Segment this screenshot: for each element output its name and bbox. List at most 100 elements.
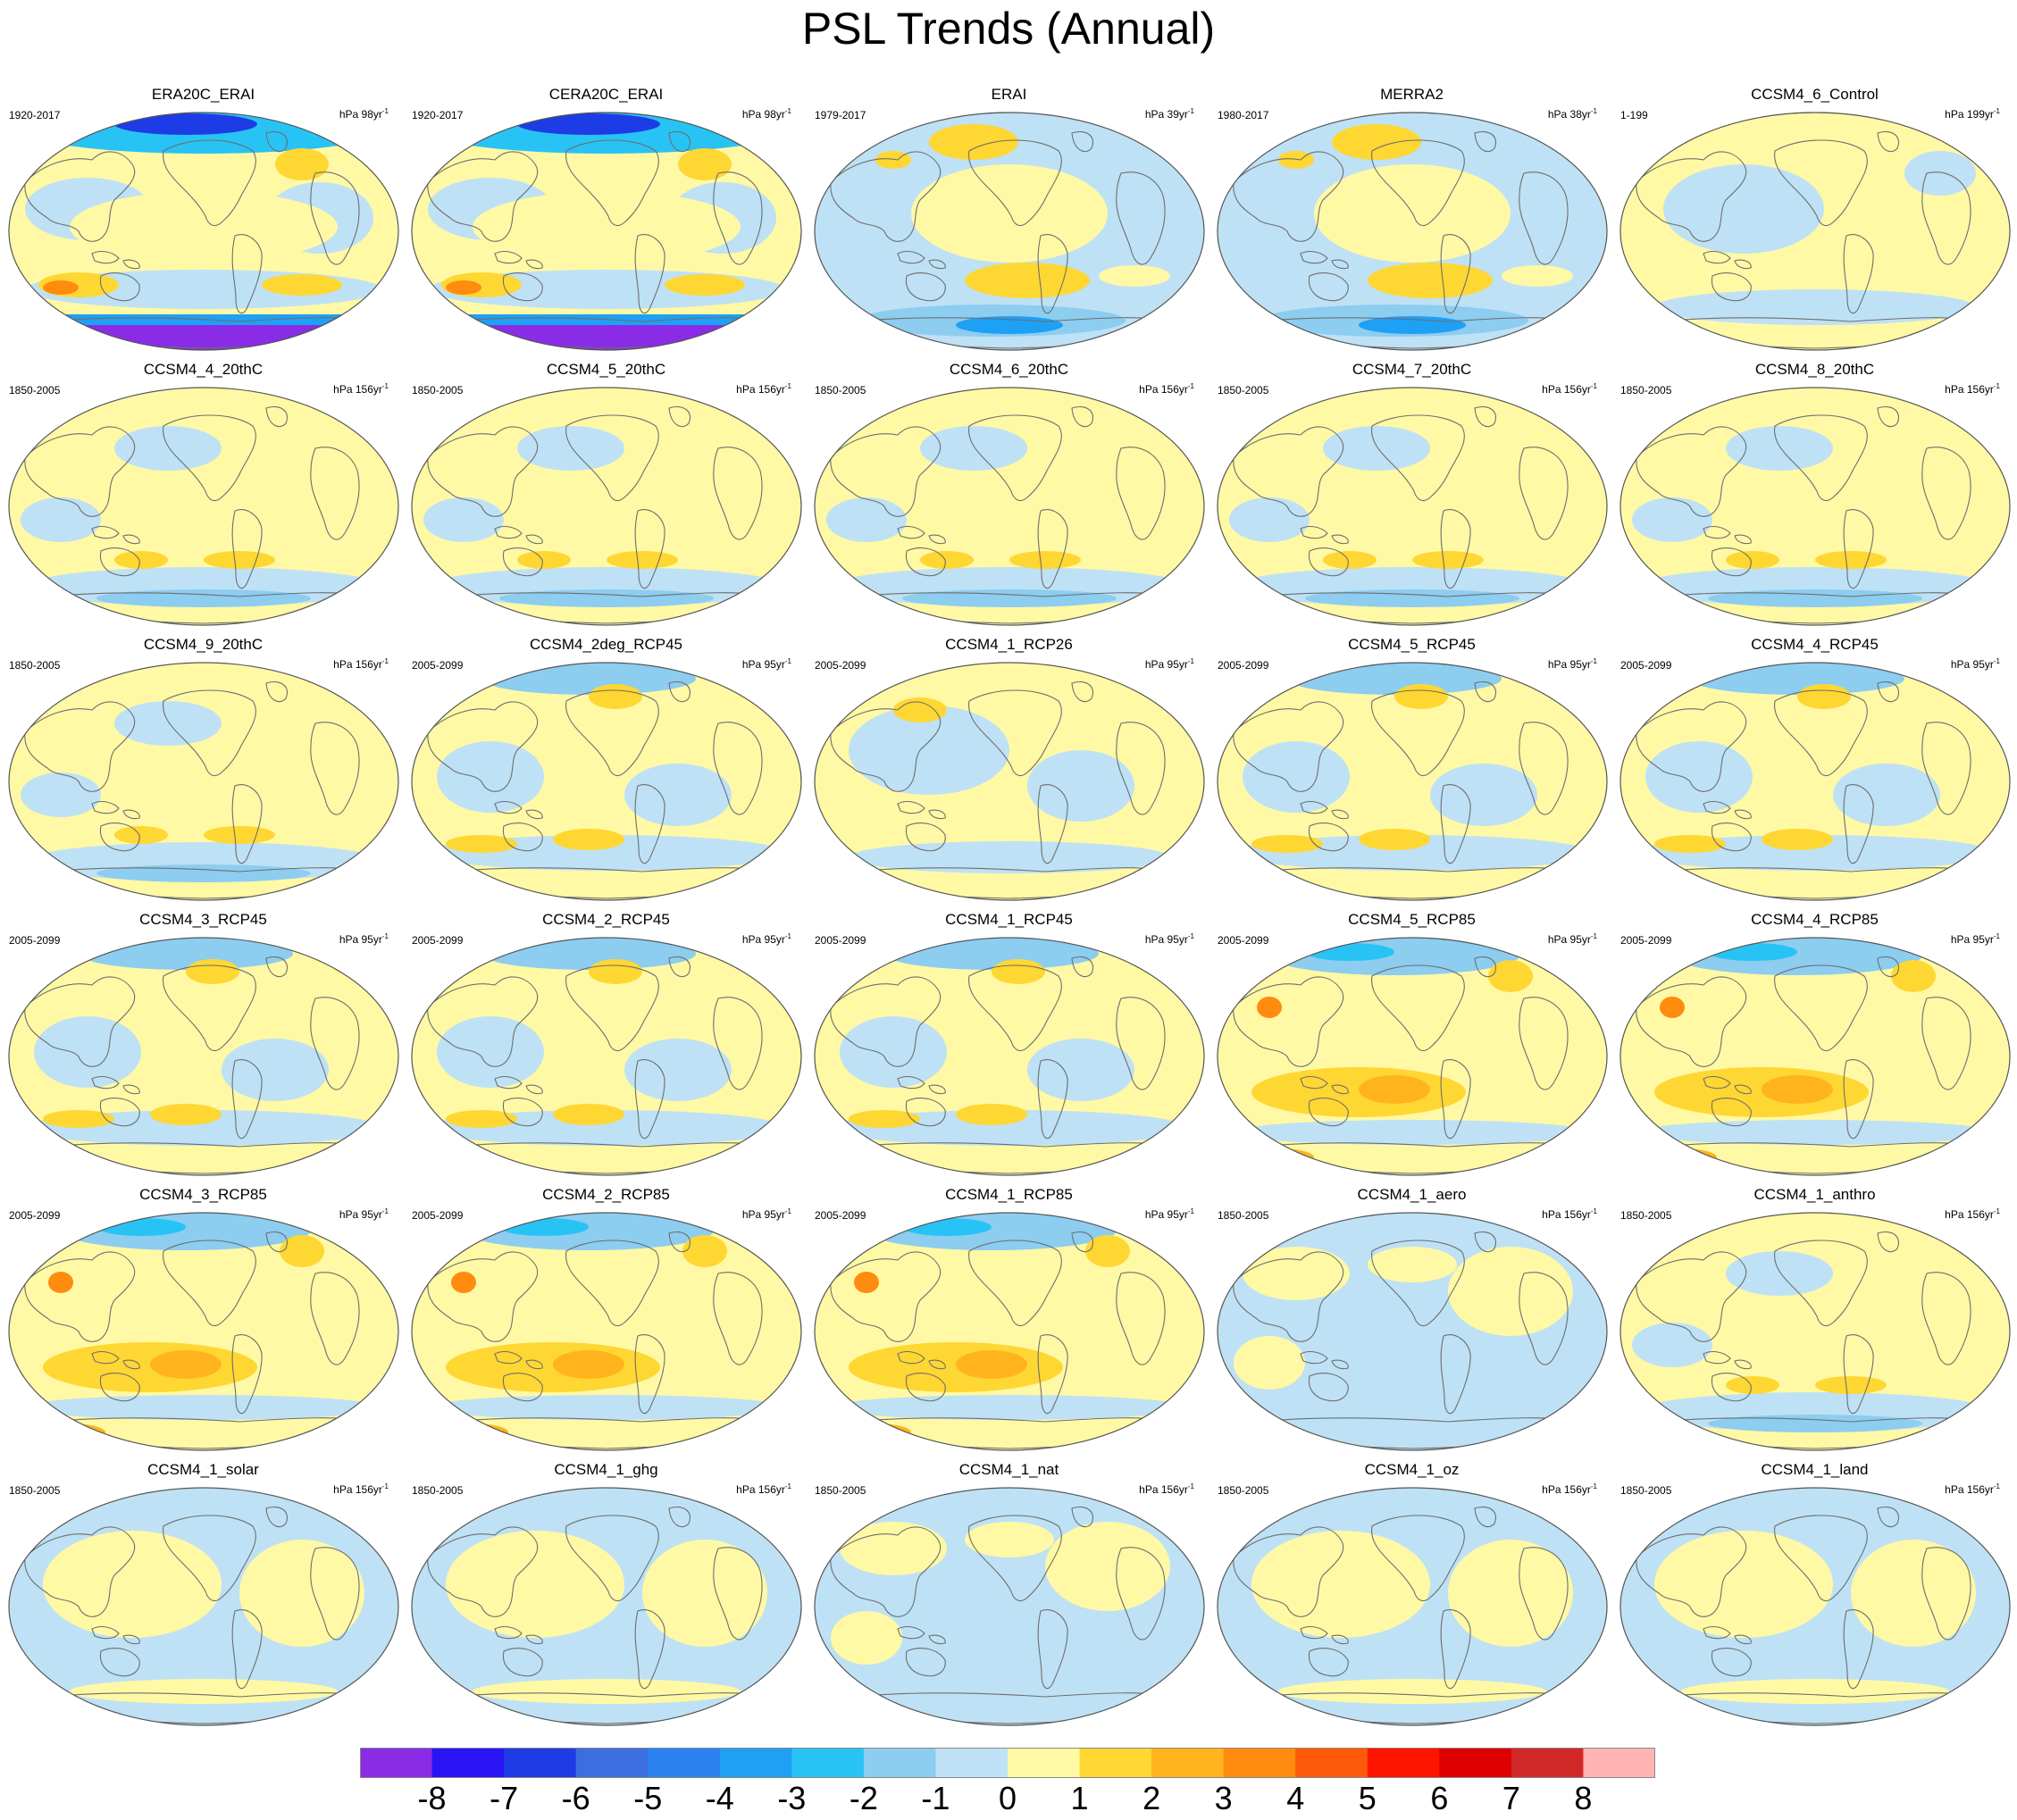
panel-years: 2005-2099 [412,659,464,672]
colorbar-swatch [1223,1748,1296,1778]
global-map [8,387,399,626]
panel-years: 2005-2099 [1218,659,1269,672]
panel-years: 2005-2099 [1620,934,1672,947]
global-map [1217,662,1608,901]
map-outline [1217,937,1608,1176]
map-panel: CCSM4_4_RCP85 2005-2099 hPa 95yr-1 [1613,906,2016,1181]
panel-years: 2005-2099 [412,934,464,947]
colorbar-tick-label: 6 [1430,1780,1449,1816]
map-outline [814,1487,1205,1726]
panel-years: 2005-2099 [815,934,866,947]
coastlines [24,406,375,624]
map-outline [8,1212,399,1451]
map-panel: CCSM4_1_anthro 1850-2005 hPa 156yr-1 [1613,1181,2016,1456]
map-panel: CCSM4_4_20thC 1850-2005 hPa 156yr-1 [2,355,405,630]
panel-units: hPa 156yr-1 [333,382,389,396]
global-map [1619,387,2011,626]
map-panel: CCSM4_6_Control 1-199 hPa 199yr-1 [1613,80,2016,355]
panel-years: 1920-2017 [9,109,61,121]
panel-units: hPa 95yr-1 [339,932,389,946]
map-panel: CCSM4_1_land 1850-2005 hPa 156yr-1 [1613,1456,2016,1731]
panel-years: 1850-2005 [9,1484,61,1497]
map-outline [1619,1212,2011,1451]
map-panel: CCSM4_2_RCP45 2005-2099 hPa 95yr-1 [405,906,808,1181]
panel-years: 2005-2099 [9,1209,61,1222]
panel-years: 1850-2005 [815,1484,866,1497]
colorbar-swatch [791,1748,865,1778]
global-map [1619,1487,2011,1726]
colorbar-swatch [1295,1748,1368,1778]
panel-units: hPa 156yr-1 [1542,1482,1597,1496]
panel-years: 1850-2005 [1218,1484,1269,1497]
map-outline [1217,1487,1608,1726]
panel-title: CCSM4_5_RCP45 [1348,636,1476,653]
global-map [8,1487,399,1726]
panel-units: hPa 39yr-1 [1144,107,1194,121]
global-map [411,1212,802,1451]
global-map [411,662,802,901]
panel-units: hPa 156yr-1 [736,382,791,396]
panel-title: CCSM4_2_RCP85 [542,1186,670,1203]
panel-units: hPa 95yr-1 [1950,657,2000,671]
global-map [1619,1212,2011,1451]
colorbar-swatch [360,1748,433,1778]
map-outline [411,112,802,351]
panel-units: hPa 98yr-1 [741,107,791,121]
colorbar-labels: -8 -7 -6 -5 -4 -3 -2 -1 0 1 2 3 4 5 6 7 8 [360,1781,1655,1816]
map-outline [1217,387,1608,626]
panel-years: 1850-2005 [815,384,866,397]
map-outline [814,1212,1205,1451]
global-map [814,387,1205,626]
panel-years: 1850-2005 [1620,1209,1672,1222]
panel-units: hPa 199yr-1 [1945,107,2000,121]
map-panel: CCSM4_9_20thC 1850-2005 hPa 156yr-1 [2,630,405,906]
colorbar-swatch [1079,1748,1152,1778]
map-outline [1217,1212,1608,1451]
map-panel: CCSM4_4_RCP45 2005-2099 hPa 95yr-1 [1613,630,2016,906]
global-map [814,1212,1205,1451]
panel-years: 1850-2005 [1218,384,1269,397]
panel-years: 2005-2099 [1620,659,1672,672]
map-outline [1619,1487,2011,1726]
colorbar-tick-label: -3 [777,1780,807,1816]
map-panel: ERAI 1979-2017 hPa 39yr-1 [808,80,1210,355]
panel-units: hPa 156yr-1 [1945,1207,2000,1221]
map-outline [8,112,399,351]
colorbar-swatch [504,1748,577,1778]
panel-title: CCSM4_2deg_RCP45 [529,636,683,653]
coastlines [427,681,778,899]
colorbar-tick-label: 8 [1574,1780,1593,1816]
panel-years: 1850-2005 [1218,1209,1269,1222]
panel-years: 1-199 [1620,109,1648,121]
panel-years: 1850-2005 [9,659,61,672]
map-panel: CERA20C_ERAI 1920-2017 hPa 98yr-1 [405,80,808,355]
colorbar-swatch [1511,1748,1584,1778]
panel-title: ERA20C_ERAI [151,86,255,103]
map-outline [411,937,802,1176]
panel-title: CCSM4_1_land [1761,1461,1869,1478]
colorbar-swatch [863,1748,936,1778]
map-panel: CCSM4_5_RCP45 2005-2099 hPa 95yr-1 [1210,630,1613,906]
panel-title: CCSM4_1_anthro [1753,1186,1876,1203]
global-map [8,937,399,1176]
colorbar-tick-label: 3 [1214,1780,1233,1816]
panel-years: 2005-2099 [9,934,61,947]
global-map [814,662,1205,901]
map-outline [1217,112,1608,351]
global-map [814,937,1205,1176]
colorbar-tick-label: 2 [1142,1780,1161,1816]
map-outline [1619,387,2011,626]
panel-title: CCSM4_1_ghg [554,1461,658,1478]
panel-units: hPa 156yr-1 [333,657,389,671]
panel-title: CCSM4_6_Control [1751,86,1879,103]
panel-units: hPa 98yr-1 [339,107,389,121]
colorbar-tick-label: -5 [633,1780,663,1816]
panel-units: hPa 95yr-1 [339,1207,389,1221]
panel-units: hPa 95yr-1 [741,932,791,946]
map-outline [411,387,802,626]
panel-units: hPa 95yr-1 [741,657,791,671]
panel-grid: ERA20C_ERAI 1920-2017 hPa 98yr-1 CERA20C_ER… [0,80,2017,1726]
map-panel: CCSM4_7_20thC 1850-2005 hPa 156yr-1 [1210,355,1613,630]
map-panel: CCSM4_8_20thC 1850-2005 hPa 156yr-1 [1613,355,2016,630]
map-panel: CCSM4_1_nat 1850-2005 hPa 156yr-1 [808,1456,1210,1731]
